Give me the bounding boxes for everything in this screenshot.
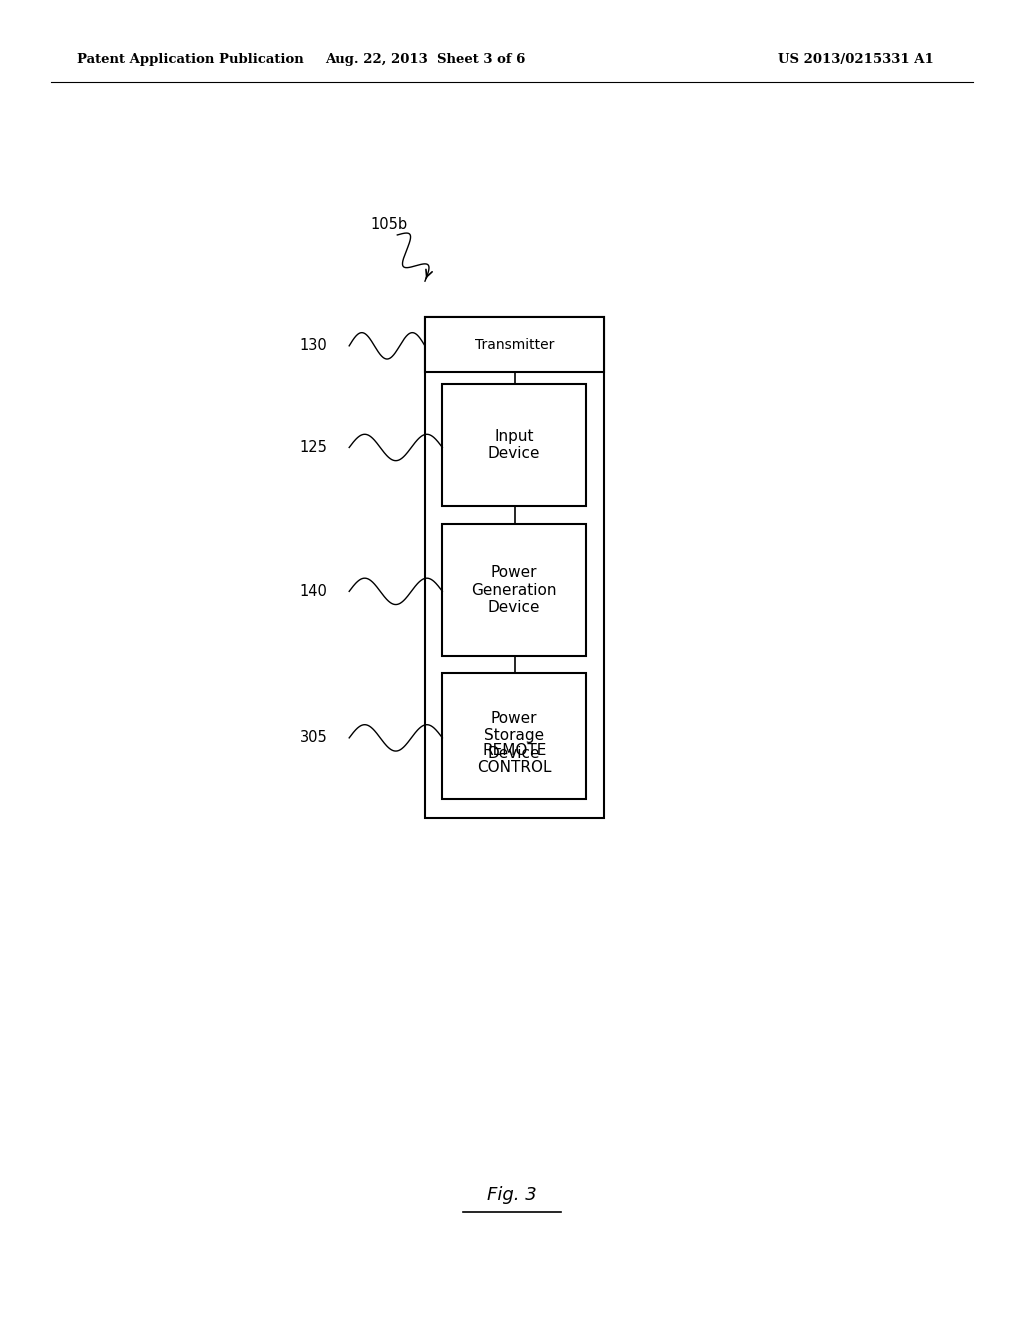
- Text: Fig. 3: Fig. 3: [487, 1185, 537, 1204]
- Text: REMOTE
CONTROL: REMOTE CONTROL: [477, 743, 552, 775]
- Text: Input
Device: Input Device: [487, 429, 541, 461]
- Text: Patent Application Publication: Patent Application Publication: [77, 53, 303, 66]
- Text: Transmitter: Transmitter: [475, 338, 554, 351]
- Text: 305: 305: [300, 730, 328, 746]
- Text: 125: 125: [300, 440, 328, 455]
- Bar: [425, 317, 604, 372]
- Text: Power
Generation
Device: Power Generation Device: [471, 565, 557, 615]
- Bar: [425, 317, 604, 818]
- Text: US 2013/0215331 A1: US 2013/0215331 A1: [778, 53, 934, 66]
- Bar: [442, 384, 586, 506]
- Text: Aug. 22, 2013  Sheet 3 of 6: Aug. 22, 2013 Sheet 3 of 6: [325, 53, 525, 66]
- Bar: [442, 524, 586, 656]
- Text: Power
Storage
Device: Power Storage Device: [484, 711, 544, 760]
- Bar: [442, 673, 586, 799]
- Text: 130: 130: [300, 338, 328, 354]
- Text: 105b: 105b: [371, 216, 408, 232]
- Text: 140: 140: [300, 583, 328, 599]
